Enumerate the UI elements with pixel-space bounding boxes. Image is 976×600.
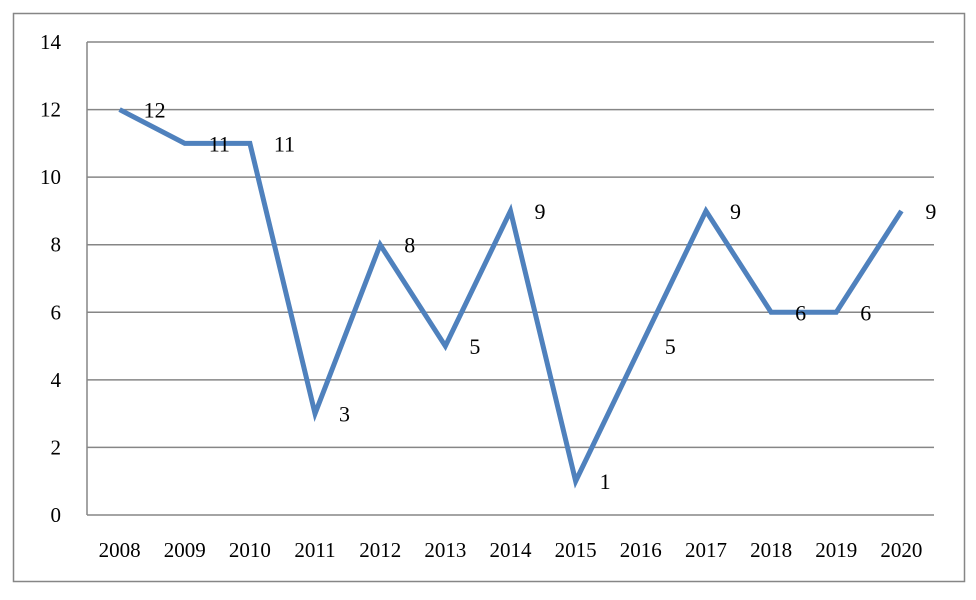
y-tick-label: 14: [40, 30, 62, 54]
y-tick-label: 10: [40, 165, 61, 189]
x-tick-label: 2018: [750, 538, 792, 562]
series-line-layer: [118, 107, 904, 489]
data-label: 9: [730, 199, 741, 224]
gridlines: [87, 41, 934, 449]
y-tick-label: 4: [51, 368, 62, 392]
x-tick-label: 2016: [620, 538, 662, 562]
data-label: 1: [600, 469, 611, 494]
y-tick-label: 2: [51, 435, 62, 459]
x-axis-tick-labels: 2008 2009 2010 2011 2012 2013 2014 2015 2016 2017…: [99, 538, 923, 562]
chart-border: [12, 12, 966, 583]
data-label: 9: [925, 199, 936, 224]
x-tick-label: 2012: [359, 538, 401, 562]
data-label: 12: [144, 98, 166, 123]
x-tick-label: 2015: [555, 538, 597, 562]
data-label: 5: [665, 334, 676, 359]
x-tick-label: 2020: [880, 538, 922, 562]
series-line: [118, 107, 904, 489]
data-label: 9: [535, 199, 546, 224]
y-tick-label: 12: [40, 98, 61, 122]
x-tick-label: 2017: [685, 538, 727, 562]
x-tick-label: 2010: [229, 538, 271, 562]
x-tick-label: 2009: [164, 538, 206, 562]
data-label: 6: [795, 300, 806, 325]
data-label: 5: [469, 334, 480, 359]
x-tick-label: 2013: [424, 538, 466, 562]
y-tick-label: 0: [51, 503, 62, 527]
x-tick-label: 2011: [294, 538, 335, 562]
data-label: 3: [339, 402, 350, 427]
data-label: 8: [404, 233, 415, 258]
axes: [86, 42, 934, 516]
y-tick-label: 8: [51, 233, 62, 257]
data-label: 11: [274, 131, 295, 156]
x-tick-label: 2019: [815, 538, 857, 562]
x-tick-label: 2014: [490, 538, 533, 562]
x-tick-label: 2008: [99, 538, 141, 562]
y-axis-tick-labels: 0 2 4 6 8 10 12 14: [40, 30, 62, 527]
data-labels: 12 11 11 3 8 5 9 1 5 9 6 6 9: [144, 98, 937, 495]
y-tick-label: 6: [51, 300, 62, 324]
data-label: 6: [860, 300, 871, 325]
data-label: 11: [209, 131, 230, 156]
